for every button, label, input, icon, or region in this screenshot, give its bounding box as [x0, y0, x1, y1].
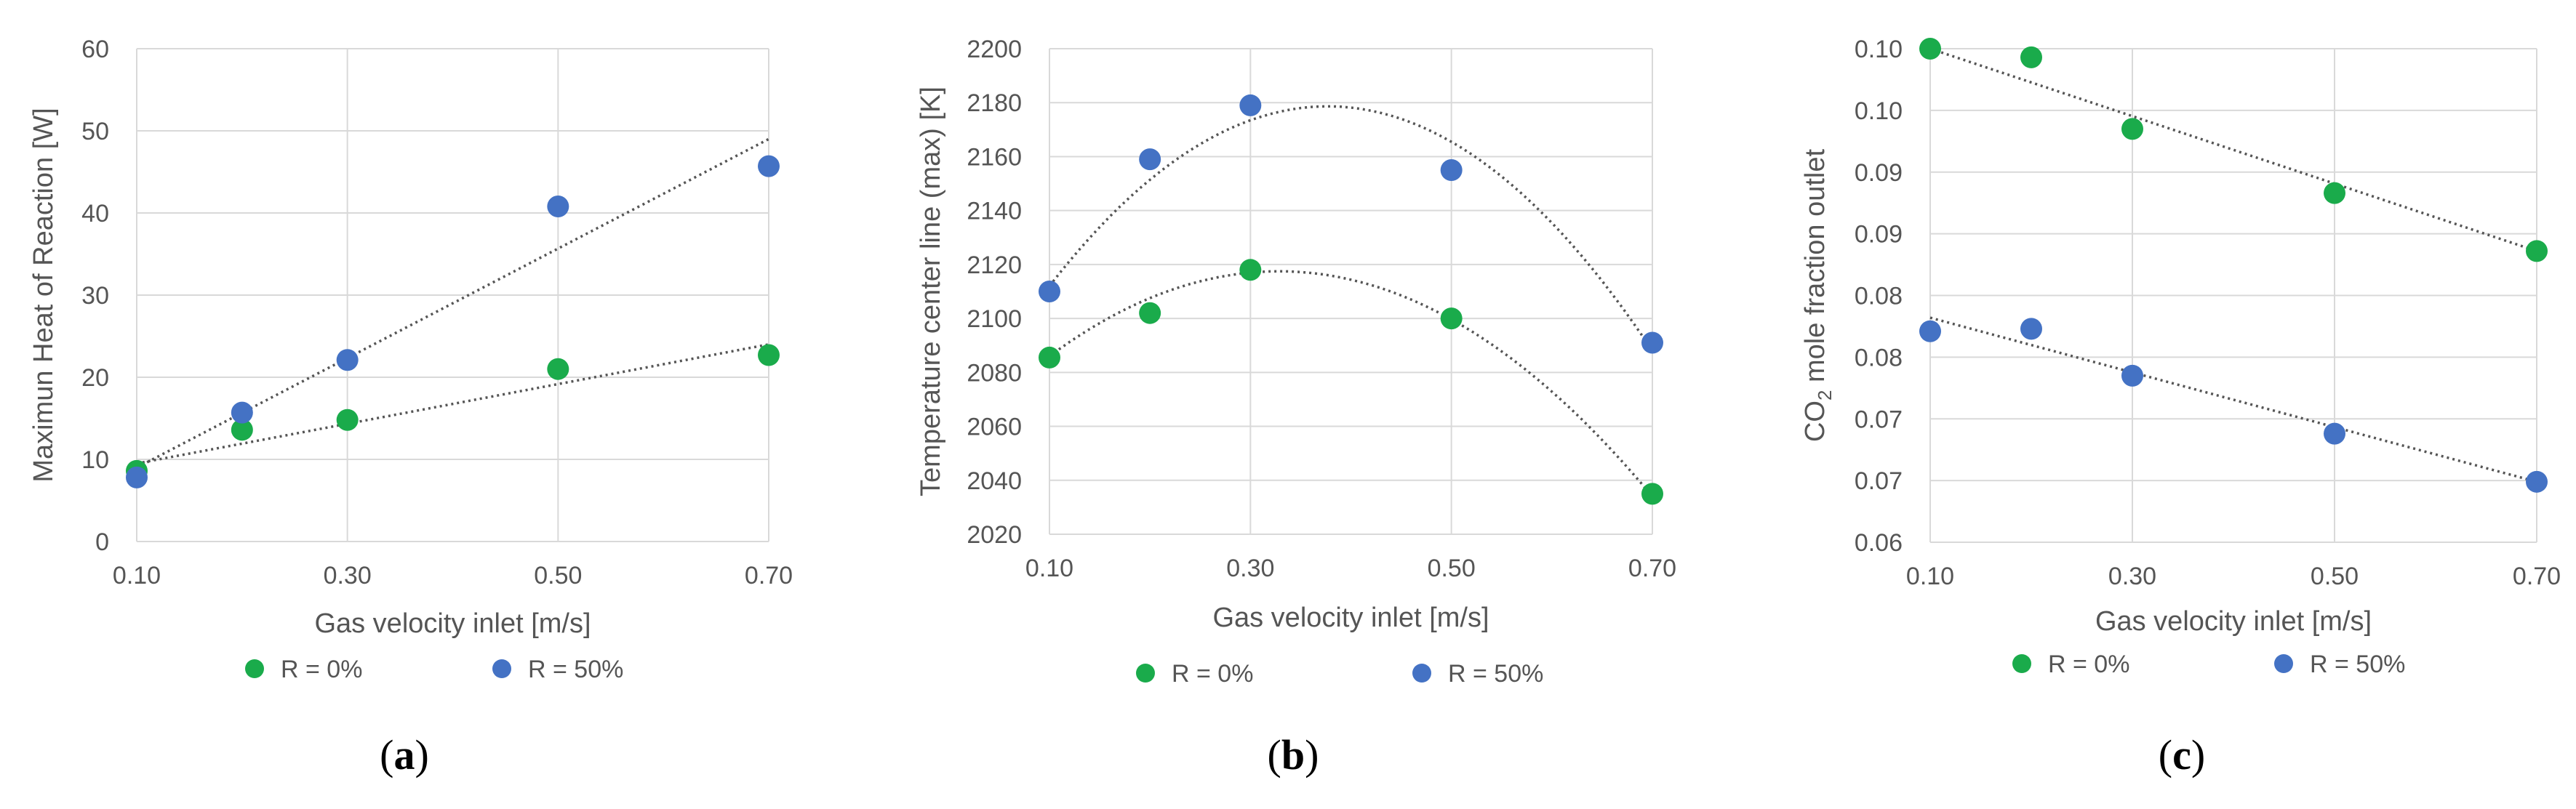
y-tick-label: 2100: [967, 305, 1022, 333]
y-tick-label: 2020: [967, 521, 1022, 549]
y-tick-label: 0.07: [1855, 467, 1903, 495]
x-axis-label: Gas velocity inlet [m/s]: [2095, 606, 2372, 637]
x-tick-label: 0.10: [1906, 563, 1954, 590]
legend-marker: [245, 659, 264, 678]
data-point-r0: [1919, 38, 1941, 60]
data-point-r0: [2020, 46, 2042, 68]
data-point-r50: [2121, 364, 2143, 387]
x-tick-label: 0.70: [745, 562, 793, 589]
x-tick-label: 0.70: [1628, 555, 1676, 582]
legend-marker: [1136, 664, 1155, 683]
data-point-r50: [1239, 94, 1262, 116]
y-axis-label: Maximun Heat of Reaction [W]: [28, 108, 59, 482]
legend-label: R = 0%: [2048, 651, 2129, 678]
trendline: [1048, 105, 1654, 352]
data-point-r50: [1139, 148, 1161, 171]
y-tick-label: 50: [81, 118, 109, 145]
data-point-r50: [2324, 422, 2345, 445]
y-tick-label: 0.10: [1855, 36, 1903, 63]
y-tick-label: 2080: [967, 359, 1022, 387]
trendline: [1929, 316, 2537, 483]
x-tick-label: 0.50: [534, 562, 582, 589]
y-tick-label: 2120: [967, 251, 1022, 279]
data-point-r0: [2526, 240, 2548, 262]
data-point-r50: [231, 401, 253, 424]
data-point-r50: [336, 349, 359, 371]
y-tick-label: 0.08: [1855, 283, 1903, 310]
data-point-r50: [2526, 470, 2548, 493]
legend-label: R = 50%: [2310, 651, 2405, 678]
y-tick-label: 2060: [967, 414, 1022, 441]
data-point-r50: [1039, 281, 1060, 302]
data-point-r50: [1440, 159, 1463, 181]
legend-label: R = 50%: [1448, 660, 1543, 688]
y-tick-label: 0.10: [1855, 97, 1903, 125]
chart-panel-c: 0.06 0.07 0.07 0.08 0.08 0.09 0.09 0.10 0.10 0.10…: [1800, 36, 2561, 778]
y-tick-label: 0.08: [1855, 344, 1903, 371]
trendline: [136, 137, 769, 469]
y-tick-label: 60: [81, 36, 109, 63]
data-point-r0: [2121, 118, 2143, 140]
legend-label: R = 0%: [1172, 660, 1253, 688]
legend-marker: [492, 659, 511, 678]
y-tick-label: 2180: [967, 89, 1022, 117]
data-point-r0: [1440, 307, 1463, 330]
data-point-r0: [1039, 346, 1060, 369]
x-tick-label: 0.10: [113, 562, 161, 589]
x-tick-label: 0.30: [2108, 563, 2156, 590]
data-point-r0: [547, 358, 569, 380]
data-point-r50: [547, 195, 569, 217]
x-tick-label: 0.70: [2513, 563, 2561, 590]
x-tick-label: 0.50: [1428, 555, 1476, 582]
trendline: [136, 343, 769, 465]
legend-label: R = 50%: [528, 656, 623, 683]
y-tick-label: 0.09: [1855, 221, 1903, 249]
x-tick-label: 0.30: [1226, 555, 1274, 582]
x-axis-label: Gas velocity inlet [m/s]: [314, 608, 591, 639]
data-point-r0: [1139, 302, 1161, 324]
data-point-r50: [126, 466, 148, 488]
chart-panel-a: 0 10 20 30 40 50 60 0.10 0.30 0.50 0.70 Gas velocit…: [28, 36, 793, 778]
x-tick-label: 0.50: [2311, 563, 2359, 590]
data-point-r50: [1919, 320, 1941, 342]
y-tick-label: 2200: [967, 36, 1022, 63]
data-point-r0: [231, 419, 253, 441]
y-tick-label: 0.07: [1855, 406, 1903, 433]
y-tick-label: 30: [81, 282, 109, 310]
panel-label: (b): [1268, 731, 1319, 778]
y-tick-label: 2160: [967, 143, 1022, 171]
panel-label: (c): [2159, 731, 2205, 778]
data-point-r50: [2020, 318, 2042, 340]
y-tick-label: 40: [81, 200, 109, 228]
legend-marker: [1412, 664, 1431, 683]
data-point-r0: [1239, 259, 1262, 281]
y-tick-label: 10: [81, 446, 109, 474]
y-axis-label: CO2 mole fraction outlet: [1800, 149, 1836, 443]
data-point-r0: [758, 344, 780, 366]
data-point-r50: [758, 155, 780, 177]
trendline: [1048, 270, 1654, 498]
panel-label: (a): [380, 731, 429, 778]
data-point-r50: [1641, 331, 1663, 354]
x-axis-label: Gas velocity inlet [m/s]: [1212, 603, 1489, 633]
data-point-r0: [2324, 182, 2345, 204]
trendline: [1929, 47, 2537, 253]
y-tick-label: 0.06: [1855, 529, 1903, 557]
y-tick-label: 0.09: [1855, 159, 1903, 187]
legend-marker: [2012, 654, 2031, 673]
y-axis-label: Temperature center line (max) [K]: [916, 86, 946, 496]
data-point-r0: [1641, 483, 1663, 505]
y-tick-label: 0: [95, 528, 109, 556]
y-tick-label: 2140: [967, 198, 1022, 225]
y-tick-label: 2040: [967, 467, 1022, 495]
y-tick-label: 20: [81, 364, 109, 392]
x-tick-label: 0.30: [324, 562, 372, 589]
chart-panel-b: 2020 2040 2060 2080 2100 2120 2140 2160 2180 2200…: [916, 36, 1676, 778]
data-point-r0: [336, 408, 359, 431]
legend-marker: [2274, 654, 2293, 673]
x-tick-label: 0.10: [1025, 555, 1073, 582]
legend-label: R = 0%: [281, 656, 362, 683]
